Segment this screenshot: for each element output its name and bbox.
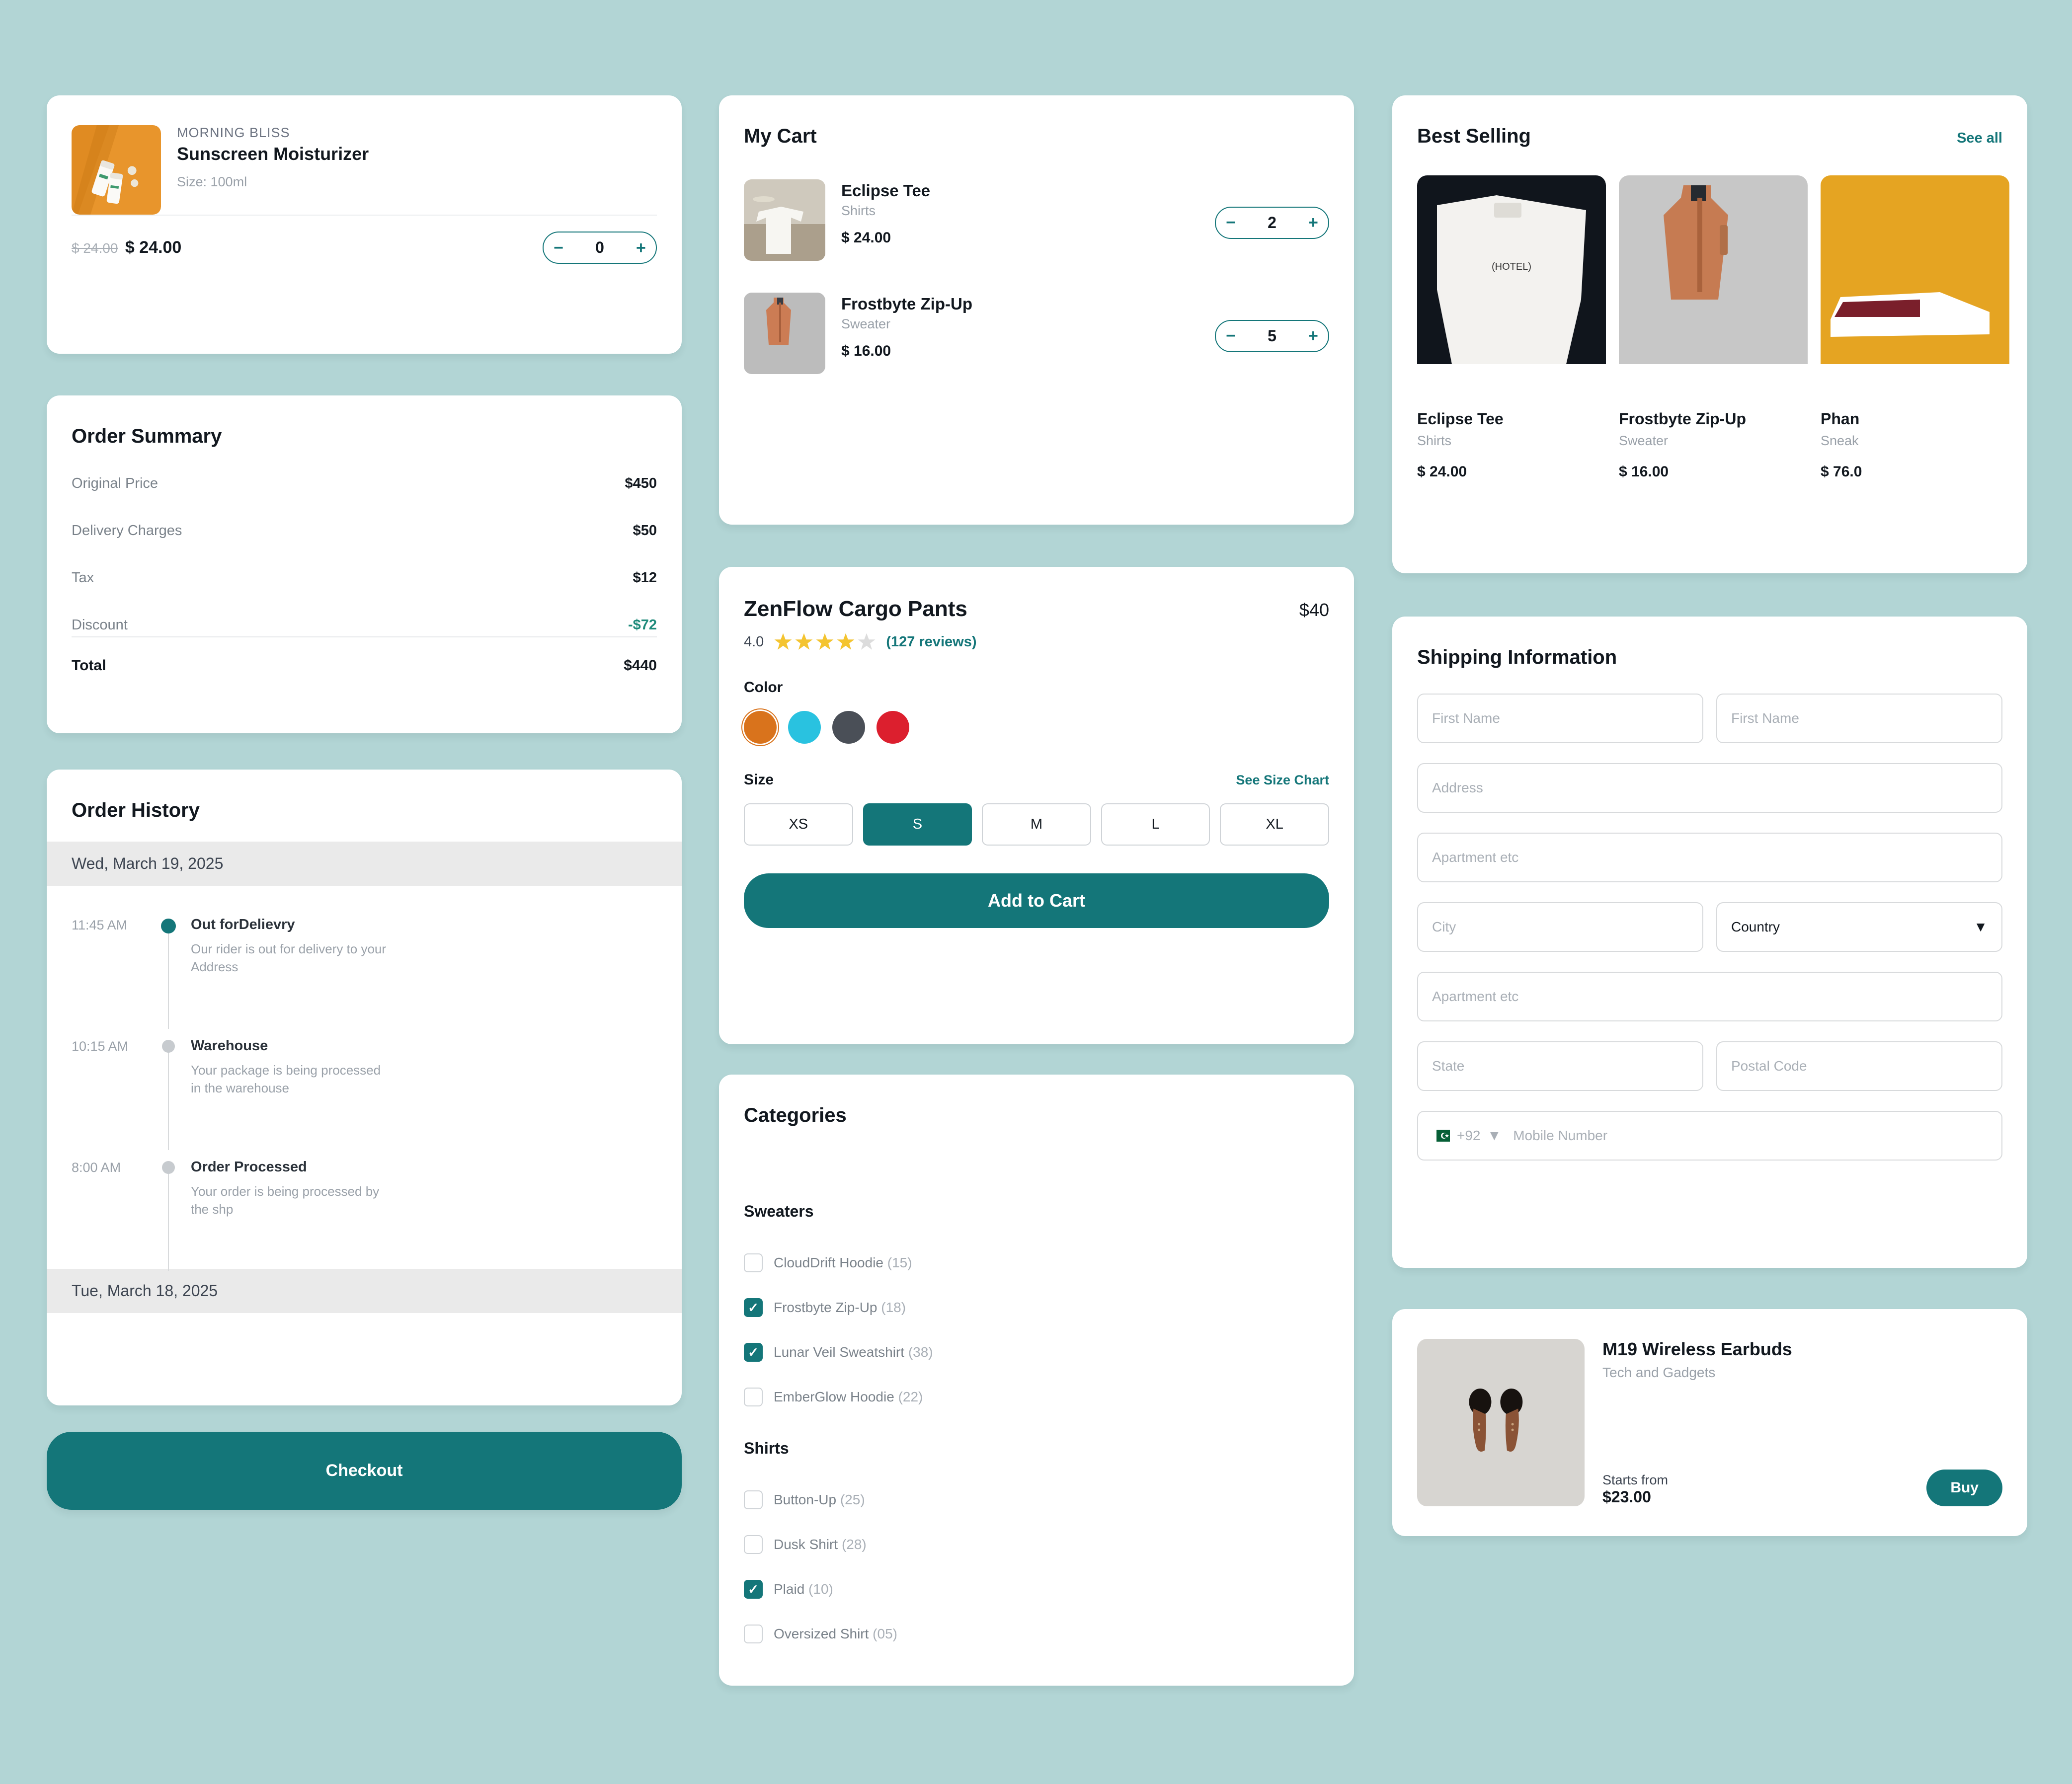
svg-text:(HOTEL): (HOTEL)	[1492, 261, 1531, 272]
